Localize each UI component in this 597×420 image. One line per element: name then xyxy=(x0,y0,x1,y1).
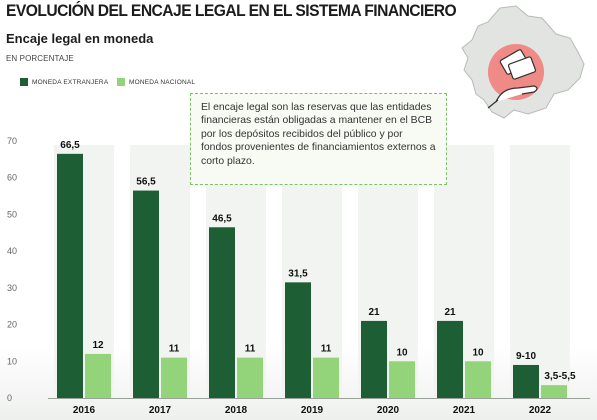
value-label: 12 xyxy=(92,340,104,351)
legend-swatch-moneda-extranjera xyxy=(20,78,28,86)
value-label: 11 xyxy=(169,344,180,355)
legend-label-moneda-extranjera: MONEDA EXTRANJERA xyxy=(32,78,109,86)
value-label: 31,5 xyxy=(288,268,308,279)
value-label: 21 xyxy=(444,307,456,318)
bar-moneda-nacional xyxy=(85,353,111,398)
y-tick-label: 0 xyxy=(7,393,12,403)
bar-moneda-nacional xyxy=(541,385,567,398)
value-labels: 66,5 12 56,5 11 46,5 11 31,5 11 21 10 21 10 9-10 3,5-… xyxy=(60,140,576,382)
x-tick-label: 2021 xyxy=(453,405,476,416)
legend-item-moneda-extranjera: MONEDA EXTRANJERA xyxy=(20,77,108,87)
bar-moneda-extranjera xyxy=(513,364,539,398)
y-tick-label: 10 xyxy=(7,356,17,366)
legend-item-moneda-nacional: MONEDA NACIONAL xyxy=(117,77,195,87)
y-tick-label: 50 xyxy=(7,209,17,219)
chart-title: EVOLUCIÓN DEL ENCAJE LEGAL EN EL SISTEMA… xyxy=(6,1,457,20)
x-tick-label: 2022 xyxy=(529,405,552,416)
bar-moneda-nacional xyxy=(237,357,263,398)
bar-moneda-nacional xyxy=(465,361,491,398)
bar-moneda-extranjera xyxy=(133,190,159,398)
column-background xyxy=(510,145,570,398)
y-axis: 0 10 20 30 40 50 60 70 xyxy=(7,136,17,403)
bars xyxy=(54,145,570,398)
value-label: 11 xyxy=(245,344,256,355)
y-tick-label: 30 xyxy=(7,283,17,293)
value-label: 21 xyxy=(368,307,380,318)
bar-moneda-extranjera xyxy=(209,227,235,398)
value-label: 10 xyxy=(396,347,408,358)
bar-moneda-nacional xyxy=(313,357,339,398)
legend-label-moneda-nacional: MONEDA NACIONAL xyxy=(129,78,196,86)
value-label: 46,5 xyxy=(212,213,232,224)
bar-moneda-extranjera xyxy=(57,153,83,398)
value-label: 9-10 xyxy=(516,351,536,362)
x-tick-label: 2020 xyxy=(377,405,400,416)
value-label: 3,5-5,5 xyxy=(544,371,576,382)
bar-moneda-extranjera xyxy=(437,320,463,398)
bar-moneda-extranjera xyxy=(285,282,311,398)
value-label: 10 xyxy=(472,347,484,358)
unit-label: EN PORCENTAJE xyxy=(6,54,74,63)
value-label: 56,5 xyxy=(136,177,156,188)
x-tick-label: 2016 xyxy=(73,405,96,416)
chart-subtitle: Encaje legal en moneda xyxy=(6,31,154,46)
y-tick-label: 60 xyxy=(7,173,17,183)
value-label: 66,5 xyxy=(60,140,80,151)
x-tick-label: 2017 xyxy=(149,405,172,416)
x-tick-label: 2019 xyxy=(301,405,324,416)
bar-moneda-nacional xyxy=(389,361,415,398)
info-note-box: El encaje legal son las reservas que las… xyxy=(190,93,447,185)
y-tick-label: 70 xyxy=(7,136,17,146)
y-tick-label: 20 xyxy=(7,320,17,330)
value-label: 11 xyxy=(321,344,332,355)
legend-swatch-moneda-nacional xyxy=(117,78,125,86)
info-note-text: El encaje legal son las reservas que las… xyxy=(201,102,436,167)
bar-moneda-extranjera xyxy=(361,320,387,398)
bolivia-map-money-hand-icon xyxy=(461,5,585,119)
x-axis: 2016 2017 2018 2019 2020 2021 2022 xyxy=(48,398,590,416)
y-tick-label: 40 xyxy=(7,246,17,256)
x-tick-label: 2018 xyxy=(225,405,248,416)
bar-moneda-nacional xyxy=(161,357,187,398)
